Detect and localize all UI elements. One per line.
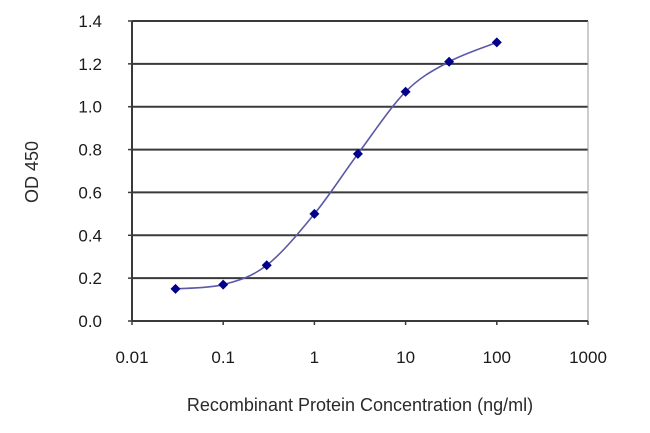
x-axis-ticks: 0.01 0.1 1 10 100 1000	[115, 348, 606, 367]
data-point-marker	[218, 279, 229, 290]
y-tick-label: 0.0	[78, 312, 102, 331]
y-tick-label: 0.6	[78, 183, 102, 202]
y-tick-label: 0.4	[78, 226, 102, 245]
data-point-marker	[352, 148, 363, 159]
x-axis-title: Recombinant Protein Concentration (ng/ml…	[187, 395, 533, 415]
data-series	[170, 37, 502, 294]
y-tick-label: 0.8	[78, 141, 102, 160]
y-axis-ticks: 0.0 0.2 0.4 0.6 0.8 1.0 1.2 1.4	[78, 12, 102, 331]
data-point-marker	[491, 37, 502, 48]
x-tick-label: 100	[483, 348, 511, 367]
x-tick-label: 10	[396, 348, 415, 367]
y-axis-title: OD 450	[22, 141, 42, 203]
data-point-marker	[261, 260, 272, 271]
axes	[128, 20, 589, 325]
data-point-marker	[400, 86, 411, 97]
y-tick-label: 0.2	[78, 269, 102, 288]
y-tick-label: 1.4	[78, 12, 102, 31]
x-tick-label: 0.01	[115, 348, 148, 367]
gridlines	[132, 20, 588, 280]
y-tick-label: 1.2	[78, 55, 102, 74]
data-point-marker	[170, 283, 181, 294]
data-point-marker	[309, 208, 320, 219]
x-tick-label: 0.1	[211, 348, 235, 367]
x-tick-label: 1000	[569, 348, 607, 367]
series-line	[175, 41, 498, 290]
y-tick-label: 1.0	[78, 98, 102, 117]
x-tick-label: 1	[310, 348, 319, 367]
data-point-marker	[444, 56, 455, 67]
